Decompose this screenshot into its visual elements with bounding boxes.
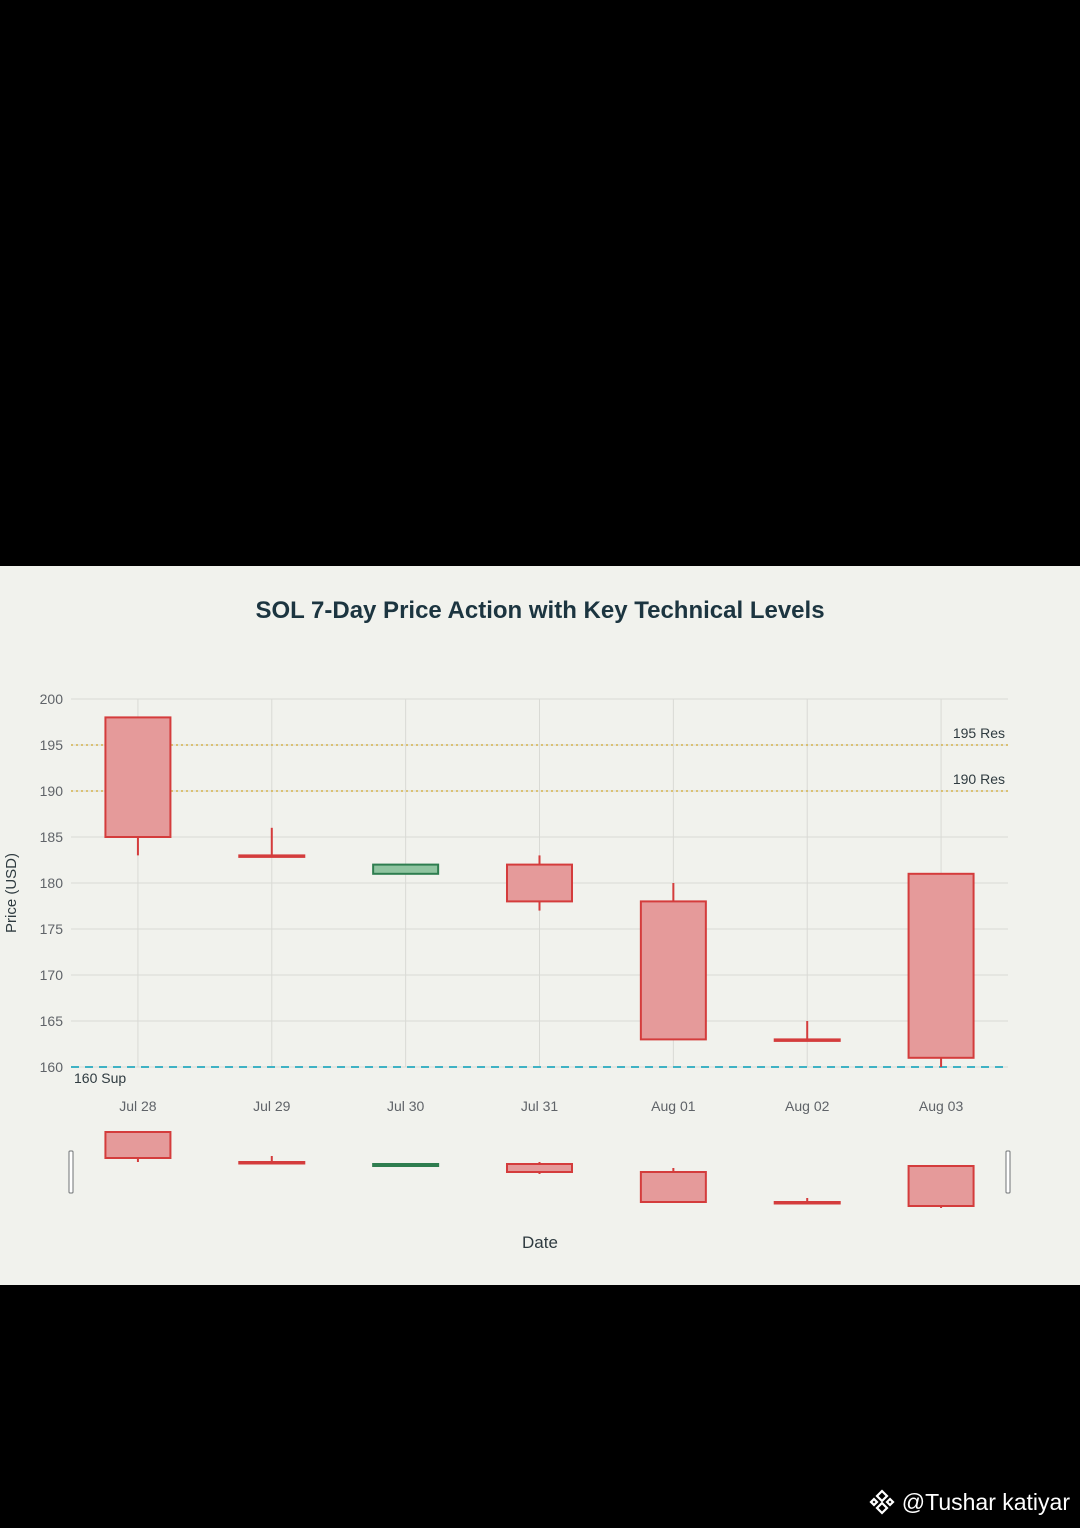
- y-tick-label: 185: [40, 829, 64, 845]
- y-tick-label: 180: [40, 875, 64, 891]
- candle-body: [907, 872, 975, 1059]
- x-tick-label: Jul 29: [253, 1098, 291, 1114]
- x-tick-label: Aug 02: [785, 1098, 830, 1114]
- x-axis: Jul 28 Jul 29 Jul 30 Jul 31 Aug 01 Aug 02 Aug …: [119, 1098, 963, 1114]
- level-label: 190 Res: [953, 771, 1005, 787]
- level-lines: 195 Res 190 Res 160 Sup: [71, 725, 1008, 1086]
- range-slider-handle[interactable]: [1005, 1150, 1011, 1194]
- candlestick-chart: SOL 7-Day Price Action with Key Technica…: [3, 597, 1011, 1252]
- candle-body: [639, 900, 707, 1041]
- y-axis-label: Price (USD): [3, 853, 20, 933]
- y-tick-label: 170: [40, 967, 64, 983]
- y-tick-label: 190: [40, 783, 64, 799]
- y-tick-label: 165: [40, 1013, 64, 1029]
- x-tick-label: Jul 31: [521, 1098, 559, 1114]
- candle-body: [238, 854, 306, 858]
- watermark: @Tushar katiyar: [868, 1486, 1070, 1518]
- candle-body-mini: [639, 1171, 707, 1203]
- candle-body: [104, 716, 172, 838]
- candle-body-mini: [238, 1161, 306, 1165]
- candle-body-mini: [104, 1131, 172, 1159]
- candle-body-mini: [907, 1165, 975, 1207]
- candle-body: [372, 863, 440, 875]
- chart-panel: SOL 7-Day Price Action with Key Technica…: [0, 566, 1080, 1285]
- x-tick-label: Jul 30: [387, 1098, 425, 1114]
- x-tick-label: Aug 03: [919, 1098, 964, 1114]
- level-label: 195 Res: [953, 725, 1005, 741]
- y-tick-label: 160: [40, 1059, 64, 1075]
- y-tick-label: 175: [40, 921, 64, 937]
- y-tick-label: 200: [40, 691, 64, 707]
- range-slider[interactable]: [68, 1131, 1011, 1208]
- x-tick-label: Aug 01: [651, 1098, 696, 1114]
- candle-body: [506, 863, 573, 903]
- chart-title: SOL 7-Day Price Action with Key Technica…: [255, 597, 824, 624]
- candle-body-mini: [372, 1163, 440, 1167]
- candle-body-mini: [506, 1163, 573, 1173]
- watermark-text: @Tushar katiyar: [901, 1488, 1070, 1515]
- binance-logo-icon: [869, 1489, 895, 1515]
- candles: [104, 716, 975, 1067]
- y-axis: 200 195 190 185 180 175 170 165 160: [40, 691, 64, 1075]
- y-tick-label: 195: [40, 737, 64, 753]
- x-tick-label: Jul 28: [119, 1098, 157, 1114]
- range-slider-handle[interactable]: [68, 1150, 74, 1194]
- candle-body: [773, 1038, 841, 1042]
- level-label: 160 Sup: [74, 1070, 126, 1086]
- x-axis-label: Date: [522, 1233, 558, 1252]
- candle-body-mini: [773, 1201, 841, 1205]
